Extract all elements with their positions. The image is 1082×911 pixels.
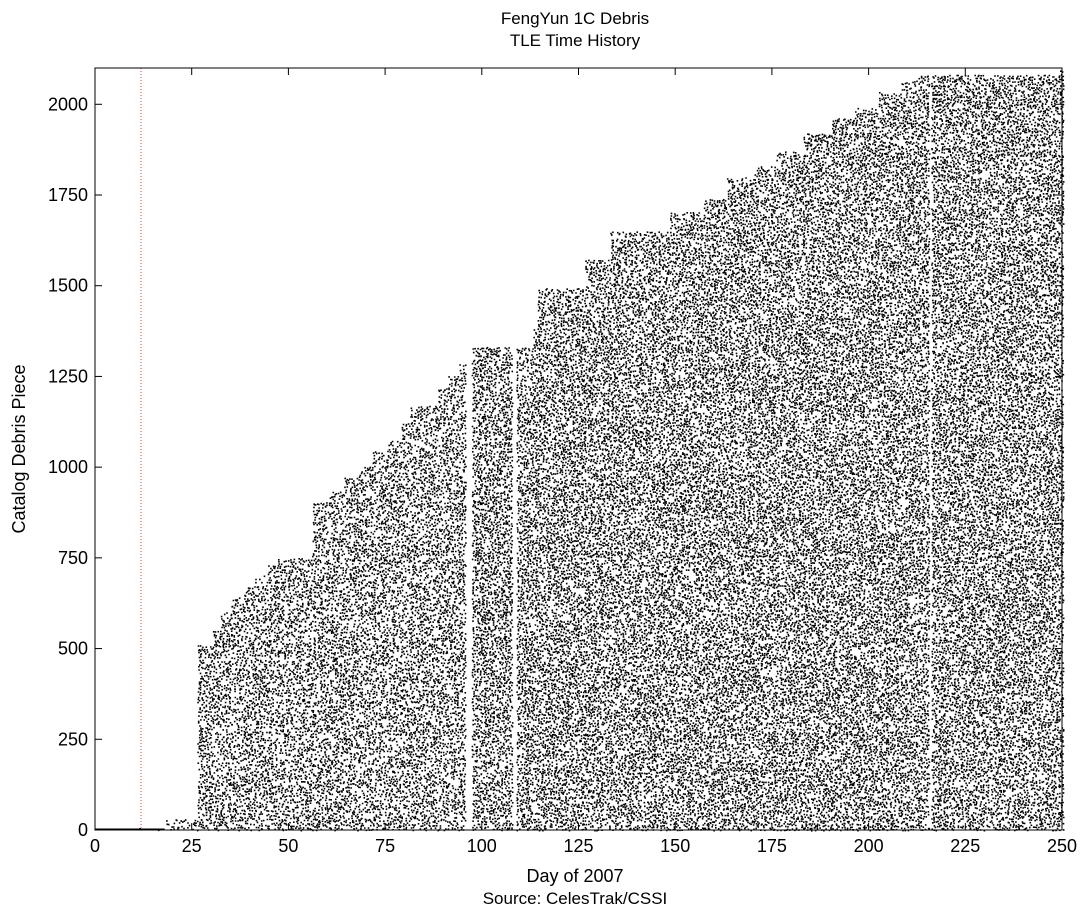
chart-title: FengYun 1C Debris [501,9,649,28]
y-axis-label: Catalog Debris Piece [9,364,29,533]
y-tick-label: 750 [58,548,88,568]
x-tick-label: 125 [563,836,593,856]
plot-area: 0 25 50 75 100 125 150 175 200 225 250 0 250 500 750 1… [48,67,1077,856]
x-tick-label: 75 [375,836,395,856]
y-tick-label: 250 [58,729,88,749]
y-tick-label: 500 [58,639,88,659]
y-tick-label: 1000 [48,457,88,477]
y-tick-label: 2000 [48,94,88,114]
x-tick-label: 100 [467,836,497,856]
y-tick-label: 0 [78,820,88,840]
scatter-points [139,70,1065,832]
x-tick-label: 25 [182,836,202,856]
chart-subtitle: TLE Time History [510,31,641,50]
y-tick-label: 1250 [48,366,88,386]
x-tick-label: 225 [950,836,980,856]
y-axis-ticks: 0 250 500 750 1000 1250 1500 1750 2000 [48,94,1062,840]
x-tick-label: 150 [660,836,690,856]
x-tick-label: 200 [854,836,884,856]
data-points [95,70,1065,832]
x-tick-label: 175 [757,836,787,856]
y-tick-label: 1750 [48,185,88,205]
x-axis-ticks: 0 25 50 75 100 125 150 175 200 225 250 [90,68,1077,856]
x-tick-label: 0 [90,836,100,856]
x-tick-label: 50 [278,836,298,856]
source-label: Source: CelesTrak/CSSI [483,889,668,908]
x-axis-label: Day of 2007 [526,866,623,886]
y-tick-label: 1500 [48,276,88,296]
x-tick-label: 250 [1047,836,1077,856]
